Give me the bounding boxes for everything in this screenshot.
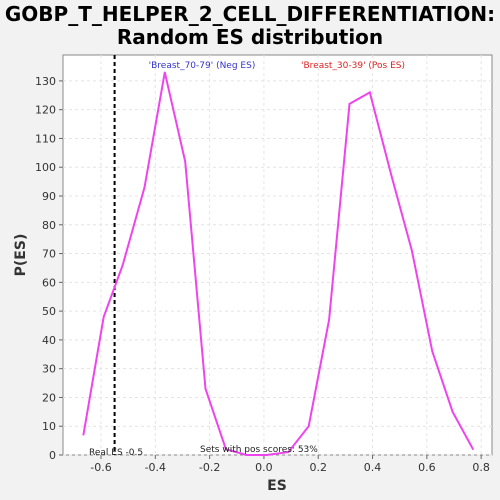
pos-es-label: 'Breast_30-39' (Pos ES) [301,61,405,71]
y-tick-label: 90 [42,190,56,203]
data-point [184,160,186,163]
data-point [431,350,434,353]
series-points [82,71,474,456]
neg-es-label: 'Breast_70-79' (Neg ES) [149,61,256,71]
x-tick-label: 0.4 [364,461,382,474]
chart-title-line1: GOBP_T_HELPER_2_CELL_DIFFERENTIATION: [5,2,495,26]
y-tick-label: 20 [42,391,56,404]
y-tick-label: 0 [49,449,56,462]
data-point [390,175,393,177]
x-tick-label: -0.4 [145,461,166,474]
y-axis: 0 10 20 30 40 50 60 70 80 90 100 110 120 130 [35,75,63,462]
data-point [143,186,146,189]
x-tick-label: 0.6 [418,461,436,474]
data-point [411,249,413,252]
data-point [287,451,290,453]
x-axis: -0.6 -0.4 -0.2 0.0 0.2 0.4 0.6 0.8 [90,455,490,474]
series-line [82,72,474,456]
pos-scores-label: Sets with pos scores: 53% [200,445,318,455]
data-point [225,448,227,451]
y-tick-label: 40 [42,334,56,347]
y-tick-label: 120 [35,104,56,117]
y-tick-label: 60 [42,276,56,289]
data-point [451,411,454,413]
data-point [204,388,207,390]
plot-area [62,54,493,456]
data-point [121,264,124,266]
y-tick-label: 110 [35,132,56,145]
y-tick-label: 30 [42,363,56,376]
y-tick-label: 130 [35,75,56,88]
x-axis-title: ES [267,478,287,494]
x-tick-label: 0.8 [472,461,490,474]
data-point [328,318,330,321]
data-point [369,91,371,94]
data-point [102,316,105,318]
y-tick-label: 80 [42,219,56,232]
y-tick-label: 70 [42,248,56,261]
real-es-label: Real ES -0.5 [89,448,143,458]
x-tick-label: -0.2 [199,461,220,474]
data-point [307,425,310,428]
data-point [472,448,474,451]
y-axis-title: P(ES) [13,234,29,277]
chart-title-line2: Random ES distribution [117,25,383,49]
x-tick-label: 0.2 [309,461,327,474]
x-tick-label: -0.6 [90,461,111,474]
y-tick-label: 100 [35,161,56,174]
y-tick-label: 50 [42,305,56,318]
x-tick-label: 0.0 [255,461,273,474]
data-point [164,71,166,74]
data-point [245,454,248,456]
data-point [82,434,85,436]
data-point [265,454,268,456]
data-point [348,103,351,105]
y-tick-label: 10 [42,420,56,433]
